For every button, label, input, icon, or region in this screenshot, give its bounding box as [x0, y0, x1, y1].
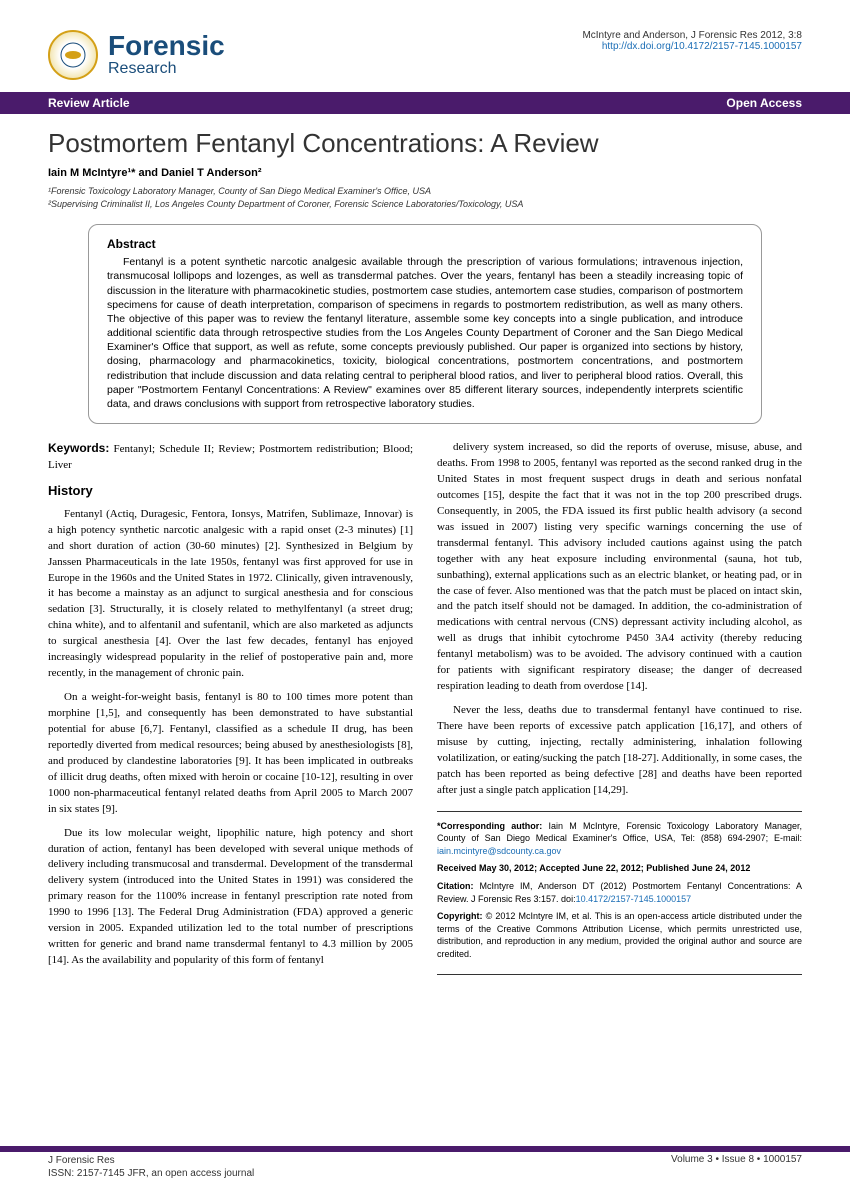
footer-row: J Forensic Res ISSN: 2157-7145 JFR, an o…: [0, 1154, 850, 1180]
content-area: Postmortem Fentanyl Concentrations: A Re…: [0, 114, 850, 996]
affiliation-2: ²Supervising Criminalist II, Los Angeles…: [48, 198, 802, 211]
section-heading-history: History: [48, 482, 413, 501]
history-p3: Due its low molecular weight, lipophilic…: [48, 826, 413, 969]
history-p5: Never the less, deaths due to transderma…: [437, 703, 802, 799]
copyright-text: © 2012 McIntyre IM, et al. This is an op…: [437, 911, 802, 959]
citation-box: McIntyre and Anderson, J Forensic Res 20…: [582, 30, 802, 52]
corr-label: *Corresponding author:: [437, 821, 542, 831]
article-type-bar: Review Article Open Access: [0, 92, 850, 114]
abstract-label: Abstract: [107, 237, 743, 251]
article-type-label: Review Article: [48, 96, 130, 110]
citation-doi[interactable]: 10.4172/2157-7145.1000157: [576, 894, 692, 904]
corr-email[interactable]: iain.mcintyre@sdcounty.ca.gov: [437, 846, 561, 856]
journal-logo-icon: [48, 30, 98, 80]
history-p2: On a weight-for-weight basis, fentanyl i…: [48, 690, 413, 818]
page: Forensic Research McIntyre and Anderson,…: [0, 0, 850, 1202]
footer-right: Volume 3 • Issue 8 • 1000157: [671, 1154, 802, 1180]
history-p1: Fentanyl (Actiq, Duragesic, Fentora, Ion…: [48, 507, 413, 682]
copyright-label: Copyright:: [437, 911, 483, 921]
corresponding-author-box: *Corresponding author: Iain M McIntyre, …: [437, 811, 802, 975]
authors-text: Iain M McIntyre¹* and Daniel T Anderson²: [48, 167, 262, 179]
doi-link[interactable]: http://dx.doi.org/10.4172/2157-7145.1000…: [582, 41, 802, 52]
journal-name: Forensic Research: [108, 32, 225, 78]
citation-label: Citation:: [437, 881, 474, 891]
footer-bar: [0, 1146, 850, 1152]
affiliation-1: ¹Forensic Toxicology Laboratory Manager,…: [48, 185, 802, 198]
footer-left: J Forensic Res ISSN: 2157-7145 JFR, an o…: [48, 1154, 254, 1180]
corr-author: *Corresponding author: Iain M McIntyre, …: [437, 820, 802, 858]
journal-title-main: Forensic: [108, 32, 225, 60]
dates-text: Received May 30, 2012; Accepted June 22,…: [437, 863, 750, 873]
keywords-label: Keywords:: [48, 441, 109, 455]
open-access-label: Open Access: [726, 96, 802, 110]
header-row: Forensic Research McIntyre and Anderson,…: [0, 0, 850, 92]
journal-title-sub: Research: [108, 60, 225, 78]
journal-block: Forensic Research: [48, 30, 225, 80]
keywords-line: Keywords: Fentanyl; Schedule II; Review;…: [48, 440, 413, 474]
affiliations: ¹Forensic Toxicology Laboratory Manager,…: [48, 185, 802, 210]
abstract-text: Fentanyl is a potent synthetic narcotic …: [107, 255, 743, 411]
body-columns: Keywords: Fentanyl; Schedule II; Review;…: [48, 440, 802, 976]
citation-line: Citation: McIntyre IM, Anderson DT (2012…: [437, 880, 802, 905]
footer-journal: J Forensic Res: [48, 1154, 254, 1167]
abstract-box: Abstract Fentanyl is a potent synthetic …: [88, 224, 762, 424]
authors-line: Iain M McIntyre¹* and Daniel T Anderson²: [48, 167, 802, 179]
footer-issn: ISSN: 2157-7145 JFR, an open access jour…: [48, 1167, 254, 1180]
dates-line: Received May 30, 2012; Accepted June 22,…: [437, 862, 802, 875]
article-title: Postmortem Fentanyl Concentrations: A Re…: [48, 128, 802, 159]
history-p4: delivery system increased, so did the re…: [437, 440, 802, 695]
citation-line: McIntyre and Anderson, J Forensic Res 20…: [582, 30, 802, 41]
copyright-line: Copyright: © 2012 McIntyre IM, et al. Th…: [437, 910, 802, 960]
